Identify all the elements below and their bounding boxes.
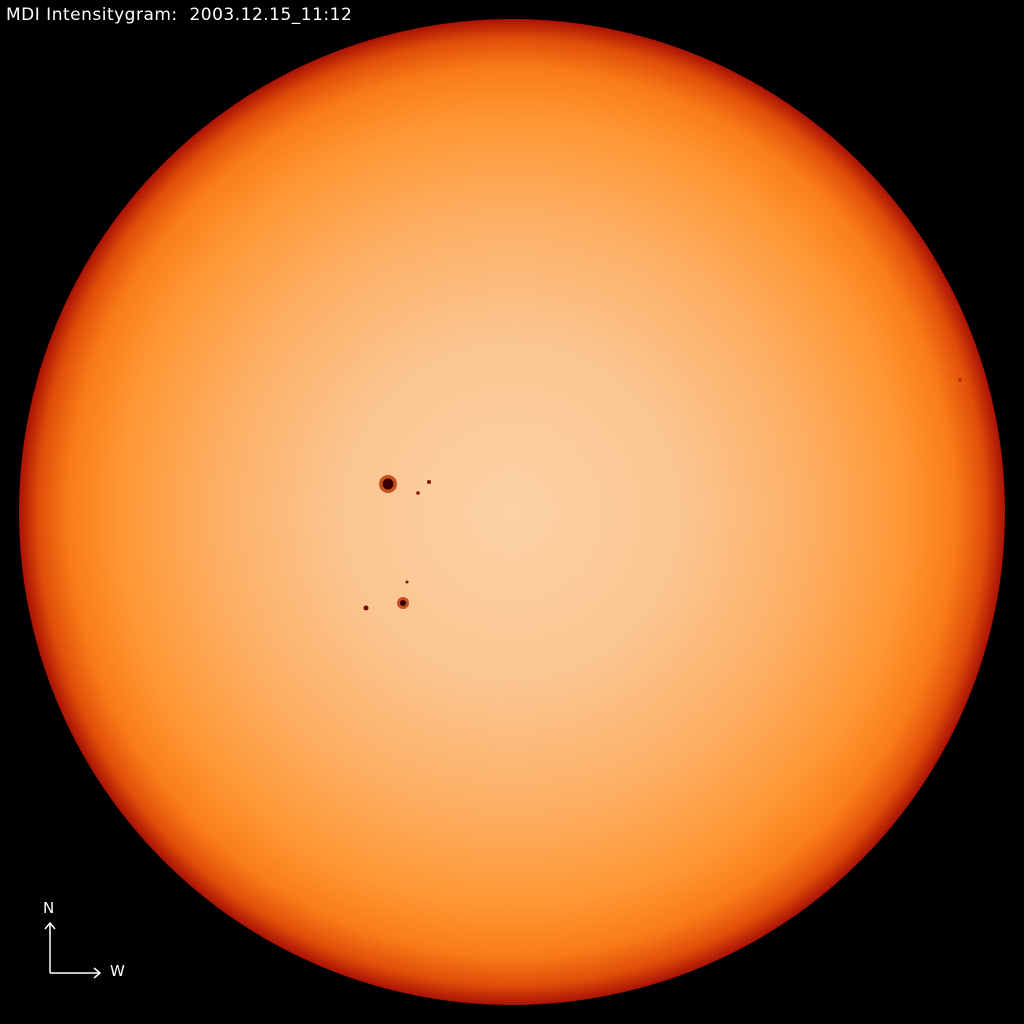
sunspots [363, 378, 962, 611]
north-arrow-icon [44, 921, 56, 973]
compass-north-label: N [43, 899, 55, 917]
sunspot [416, 491, 420, 495]
image-title: MDI Intensitygram: 2003.12.15_11:12 [6, 5, 353, 25]
sunspot [363, 605, 369, 611]
west-arrow-icon [50, 967, 102, 979]
compass-arrows [44, 921, 102, 979]
sunspot [958, 378, 962, 382]
compass-west-label: W [110, 962, 125, 980]
sunspot [405, 580, 409, 584]
sunspot [400, 600, 406, 606]
sunspot [382, 478, 394, 490]
sunspot [427, 480, 431, 484]
